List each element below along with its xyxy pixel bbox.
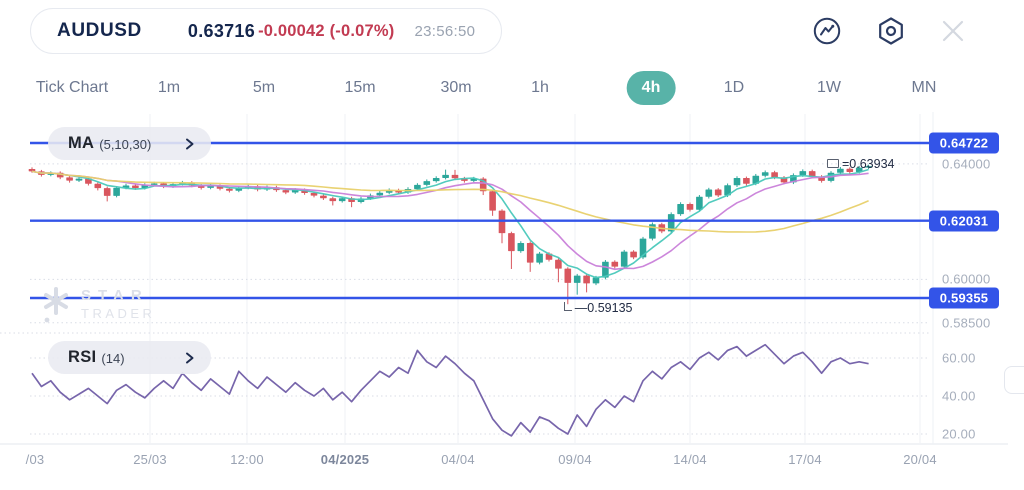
- tab-1w[interactable]: 1W: [817, 79, 841, 96]
- candle: [113, 186, 120, 198]
- ma-params: (5,10,30): [99, 136, 152, 152]
- rsi-axis-label: 60.00: [942, 350, 976, 366]
- y-axis-label: 0.58500: [942, 315, 991, 331]
- candle: [865, 164, 872, 170]
- chevron-right-icon[interactable]: [183, 351, 196, 365]
- candle: [611, 260, 619, 269]
- candle: [686, 202, 694, 212]
- indicators-button[interactable]: [809, 13, 845, 49]
- rsi-axis-label: 20.00: [942, 426, 976, 442]
- rsi-params: (14): [101, 350, 125, 366]
- candle: [696, 195, 703, 212]
- candle: [423, 179, 431, 187]
- x-axis-label: 12:00: [230, 452, 264, 467]
- tab-1h[interactable]: 1h: [531, 79, 549, 96]
- settings-button[interactable]: [873, 13, 909, 49]
- candle: [385, 188, 393, 195]
- candle: [75, 176, 83, 183]
- candle: [733, 176, 741, 187]
- last-price: 0.63716: [187, 20, 256, 41]
- price-level-lines: [30, 141, 930, 300]
- candle: [489, 189, 496, 216]
- price-level-badge[interactable]: 0.59355: [929, 287, 999, 309]
- tab-tick-chart[interactable]: Tick Chart: [35, 79, 109, 96]
- candle: [846, 167, 854, 174]
- tab-4h[interactable]: 4h: [626, 71, 676, 105]
- x-axis-label: 09/04: [558, 452, 592, 467]
- y-axis-label: 0.60000: [942, 271, 991, 287]
- candle: [583, 274, 590, 293]
- x-axis-label: 25/03: [133, 452, 167, 467]
- candle: [714, 188, 722, 198]
- candle: [536, 251, 543, 265]
- price-level-badge[interactable]: 0.62031: [929, 210, 999, 232]
- low-marker-icon: [563, 301, 572, 311]
- candle: [761, 170, 769, 178]
- x-axis-label: 20/04: [903, 452, 937, 467]
- rsi-line: [31, 343, 869, 437]
- candle: [498, 209, 506, 244]
- candle: [442, 169, 449, 180]
- x-axis-label: 14/04: [673, 452, 707, 467]
- candle: [620, 249, 628, 269]
- candle: [649, 222, 656, 241]
- ma-5-line: [31, 168, 869, 279]
- candle: [320, 194, 327, 200]
- rsi-indicator-pill[interactable]: RSI (14): [48, 341, 211, 374]
- ma-label: MA: [68, 134, 95, 152]
- candle: [508, 231, 515, 269]
- rsi-axis-label: 40.00: [942, 388, 976, 404]
- gear-icon: [879, 17, 903, 45]
- candle: [743, 176, 750, 186]
- ma-lines: [31, 168, 869, 279]
- candle: [451, 169, 459, 181]
- candle: [66, 175, 73, 183]
- close-button[interactable]: [935, 13, 971, 49]
- price-flag-icon: [827, 159, 839, 169]
- y-axis-label: 0.64000: [942, 156, 991, 172]
- side-panel-button[interactable]: [1004, 366, 1024, 394]
- tab-5m[interactable]: 5m: [252, 79, 276, 96]
- close-icon: [942, 20, 964, 42]
- candle: [517, 241, 525, 253]
- x-axis-label: 04/04: [441, 452, 475, 467]
- symbol-name: AUDUSD: [57, 20, 142, 41]
- symbol-summary-pill[interactable]: AUDUSD 0.63716 -0.00042 (-0.07%) 23:56:5…: [30, 8, 503, 54]
- price-change: -0.00042 (-0.07%): [258, 21, 395, 40]
- ma-indicator-pill[interactable]: MA (5,10,30): [48, 127, 211, 160]
- swing-low-annotation-text: —0.59135: [574, 301, 633, 316]
- last-price-annotation-text: =0.63934: [842, 156, 895, 171]
- ma-10-line: [31, 170, 869, 271]
- trend-line-icon: [813, 17, 841, 45]
- x-axis-label: 04/2025: [320, 452, 370, 467]
- candle: [526, 241, 534, 272]
- candle: [329, 196, 337, 206]
- candle: [677, 202, 684, 216]
- candle: [573, 273, 581, 295]
- swing-low-annotation: —0.59135: [563, 301, 633, 316]
- x-axis-label: /03: [25, 452, 45, 467]
- price-level-badge[interactable]: 0.64722: [929, 132, 999, 154]
- candle: [103, 186, 111, 202]
- last-price-annotation: =0.63934: [827, 157, 894, 171]
- candle: [432, 176, 440, 183]
- candle: [630, 250, 637, 260]
- x-axis-label: 17/04: [788, 452, 822, 467]
- chevron-right-icon[interactable]: [183, 137, 196, 151]
- tab-30m[interactable]: 30m: [440, 79, 472, 96]
- ma-30-line: [31, 170, 869, 233]
- candle: [705, 187, 713, 199]
- candle: [94, 182, 102, 191]
- candle: [555, 258, 562, 283]
- rsi-label: RSI: [68, 348, 97, 366]
- quote-time: 23:56:50: [414, 22, 476, 40]
- tab-mn[interactable]: MN: [911, 79, 937, 96]
- candle: [56, 171, 64, 180]
- tab-1m[interactable]: 1m: [157, 79, 181, 96]
- tab-1d[interactable]: 1D: [723, 79, 745, 96]
- tab-15m[interactable]: 15m: [344, 79, 376, 96]
